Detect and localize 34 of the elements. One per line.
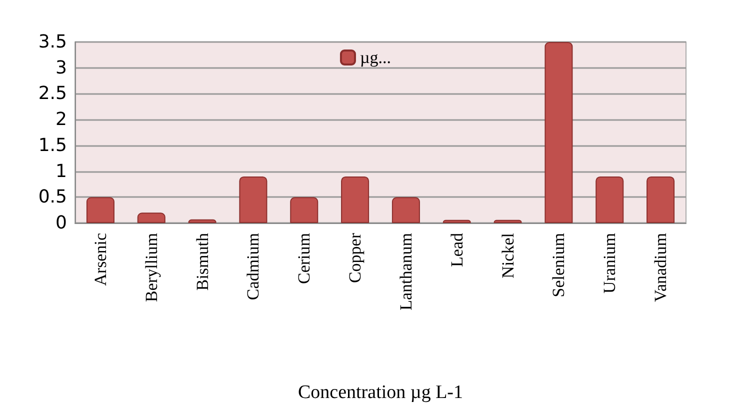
bar: [442, 220, 471, 223]
x-tick-label: Arsenic: [90, 232, 110, 286]
x-tick-label: Uranium: [600, 233, 620, 294]
x-tick-label: Copper: [346, 232, 365, 284]
bar: [544, 42, 573, 223]
bar: [646, 176, 675, 223]
bar: [290, 197, 318, 223]
y-tick-label: 0: [56, 212, 67, 234]
bar: [596, 176, 624, 223]
y-tick-label: 1.5: [38, 134, 67, 156]
bar: [239, 176, 268, 223]
bar: [392, 197, 420, 223]
x-tick-label: Cadmium: [244, 233, 263, 300]
x-tick-label: Lanthanum: [396, 233, 416, 310]
y-tick-label: 2.5: [38, 83, 67, 104]
x-tick-label: Beryllium: [142, 233, 161, 302]
bar: [341, 176, 370, 223]
x-tick-label: Bismuth: [192, 232, 212, 291]
x-tick-label: Lead: [447, 232, 466, 267]
bar: [137, 212, 166, 223]
x-axis-title: Concentration µg L-1: [298, 382, 464, 403]
bar: [86, 197, 114, 223]
y-tick-label: 2: [56, 109, 67, 130]
y-tick-label: 1: [56, 160, 67, 182]
bar: [494, 220, 522, 223]
x-tick-label: Cerium: [294, 233, 314, 284]
x-tick-label: Vanadium: [651, 233, 670, 302]
legend-label: µg...: [360, 48, 392, 67]
y-tick-label: 0.5: [38, 186, 67, 208]
y-tick-label: 3.5: [38, 32, 67, 52]
x-tick-label: Nickel: [498, 232, 518, 278]
bar: [188, 219, 216, 223]
y-tick-label: 3: [56, 57, 67, 78]
x-tick-label: Selenium: [549, 233, 568, 298]
